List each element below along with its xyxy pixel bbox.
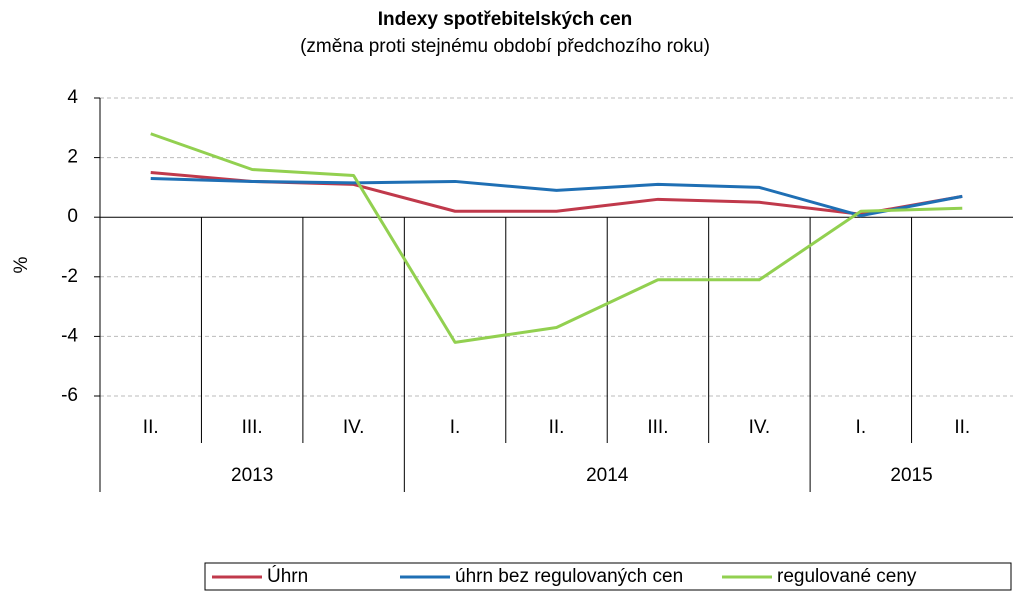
x-tick-label: IV. [749, 417, 771, 438]
y-tick-label: -4 [61, 325, 78, 346]
y-tick-label: -6 [61, 385, 78, 406]
y-tick-label: 0 [67, 206, 78, 227]
y-tick-label: 2 [67, 147, 78, 168]
legend-label: úhrn bez regulovaných cen [455, 566, 683, 587]
x-tick-label: II. [143, 417, 159, 438]
legend-label: Úhrn [267, 565, 308, 587]
x-tick-label: II. [549, 417, 565, 438]
series-line [150, 176, 963, 218]
series-line [150, 132, 963, 344]
x-tick-label: I. [450, 417, 461, 438]
x-tick-label: IV. [343, 417, 365, 438]
legend-box [204, 562, 1012, 591]
y-tick-label: -2 [61, 266, 78, 287]
legend-label: regulované ceny [777, 566, 917, 587]
x-tick-label: I. [856, 417, 867, 438]
x-group-label: 2013 [231, 465, 273, 486]
x-tick-label: III. [242, 417, 263, 438]
chart-subtitle: (změna proti stejnému období předchozího… [300, 36, 710, 57]
chart-title: Indexy spotřebitelských cen [378, 9, 633, 30]
x-tick-label: III. [647, 417, 668, 438]
y-axis-label: % [11, 256, 32, 273]
x-tick-label: II. [954, 417, 970, 438]
x-group-label: 2015 [890, 465, 932, 486]
x-group-label: 2014 [586, 465, 629, 486]
y-tick-label: 4 [67, 87, 78, 108]
series-line [150, 171, 963, 216]
